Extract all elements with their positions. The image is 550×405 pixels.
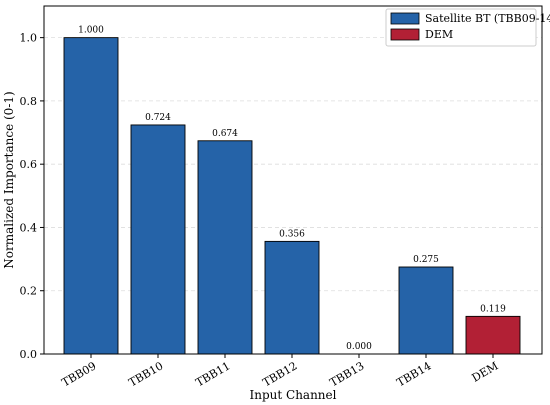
plot-frame — [43, 5, 543, 355]
data-label-tbb09: 1.000 — [78, 26, 104, 36]
legend-label-satellite: Satellite BT (TBB09-14) — [425, 12, 550, 25]
x-tick-label-tbb14: TBB14 — [395, 359, 434, 389]
bars — [63, 37, 521, 355]
x-tick-label-tbb11: TBB11 — [194, 359, 233, 389]
legend-swatch-dem — [390, 28, 420, 41]
y-tick-label: 0.2 — [20, 285, 38, 298]
x-tick-label-tbb13: TBB13 — [328, 359, 367, 389]
x-tick-label-tbb12: TBB12 — [261, 359, 300, 389]
x-tick-label-tbb09: TBB09 — [60, 359, 99, 389]
bar-tbb10 — [130, 124, 186, 355]
bar-dem — [465, 315, 521, 355]
bar-tbb09 — [63, 37, 119, 355]
data-label-tbb12: 0.356 — [279, 229, 305, 239]
x-tick-label-tbb10: TBB10 — [127, 359, 166, 389]
bar-tbb12 — [264, 240, 320, 355]
data-label-dem: 0.119 — [480, 304, 506, 314]
legend-swatch-satellite — [390, 12, 420, 25]
legend-frame — [385, 8, 537, 47]
y-tick-label: 0.6 — [20, 158, 38, 171]
y-axis-ticks: 0.0 0.2 0.4 0.6 0.8 1.0 — [20, 32, 44, 361]
bar-tbb11 — [197, 140, 253, 355]
data-label-tbb13: 0.000 — [346, 342, 372, 352]
x-axis-ticks: TBB09 TBB10 TBB11 TBB12 TBB13 TBB14 DEM — [60, 354, 501, 389]
x-axis-title: Input Channel — [250, 388, 337, 402]
data-labels: 1.000 0.724 0.674 0.356 0.000 0.275 0.119 — [78, 26, 506, 352]
y-tick-label: 1.0 — [20, 32, 38, 45]
y-tick-label: 0.4 — [20, 221, 38, 234]
x-tick-label-dem: DEM — [470, 359, 501, 384]
y-tick-label: 0.0 — [20, 348, 38, 361]
y-axis-title: Normalized Importance (0-1) — [2, 91, 16, 268]
data-label-tbb14: 0.275 — [413, 255, 439, 265]
legend-label-dem: DEM — [425, 28, 453, 41]
y-tick-label: 0.8 — [20, 95, 38, 108]
data-label-tbb11: 0.674 — [212, 129, 238, 139]
bar-tbb14 — [398, 266, 454, 355]
data-label-tbb10: 0.724 — [145, 113, 171, 123]
legend: Satellite BT (TBB09-14) DEM — [385, 8, 550, 47]
